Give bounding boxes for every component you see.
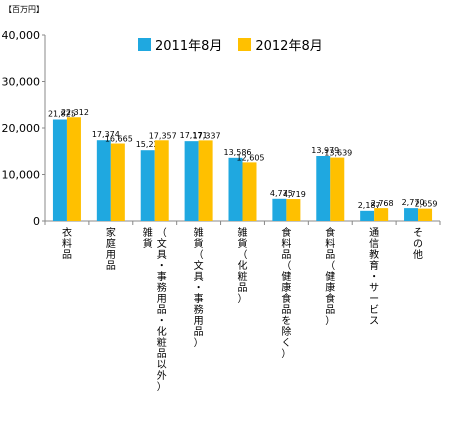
x-tick-label: 衣料品 (61, 228, 72, 261)
x-tick-label: （文具・事務用品・化粧品以外） (156, 228, 167, 393)
data-label: 13,586 (224, 148, 252, 157)
data-label: 13,979 (311, 146, 339, 155)
bar-2012 (330, 157, 345, 221)
data-label: 17,337 (193, 131, 221, 140)
bar-2012 (286, 199, 301, 221)
bar-2012 (242, 162, 257, 221)
data-label: 4,775 (270, 189, 293, 198)
bar-2012 (66, 117, 81, 221)
bar-2012 (418, 208, 433, 221)
legend-swatch-2011 (138, 38, 151, 51)
data-label: 17,374 (92, 130, 120, 139)
bar-2011 (360, 210, 375, 221)
data-label: 2,770 (402, 198, 425, 207)
y-tick-label: 0 (33, 215, 40, 228)
legend-item-2012: 2012年8月 (238, 35, 323, 54)
bar-2012 (110, 143, 125, 221)
data-label: 15,223 (136, 140, 164, 149)
data-label: 21,825 (48, 110, 76, 119)
bar-2012 (198, 140, 213, 221)
data-label: 12,605 (237, 153, 265, 162)
bar-2011 (184, 141, 199, 221)
legend-swatch-2012 (238, 38, 252, 51)
y-tick-label: 10,000 (2, 169, 41, 182)
bar-2011 (228, 157, 243, 221)
x-tick-label: 家庭用品 (105, 228, 116, 272)
legend-item-2011: 2011年8月 (138, 35, 222, 54)
x-tick-label: 雑貨 (142, 228, 153, 250)
x-tick-label: 通信教育・サービス (369, 228, 380, 327)
y-tick-label: 30,000 (2, 76, 41, 89)
bar-2011 (272, 198, 287, 221)
unit-label: 【百万円】 (4, 5, 44, 14)
data-label: 17,357 (149, 131, 177, 140)
data-label: 2,768 (371, 199, 394, 208)
bar-2012 (374, 208, 389, 221)
data-label: 2,187 (358, 201, 381, 210)
bar-2011 (404, 208, 419, 221)
data-label: 22,312 (61, 108, 89, 117)
y-tick-label: 40,000 (2, 29, 41, 42)
legend: 2011年8月 2012年8月 (138, 35, 339, 54)
legend-label-2011: 2011年8月 (155, 39, 223, 54)
bar-2011 (96, 140, 111, 221)
data-label: 16,665 (105, 135, 133, 144)
x-tick-label: 食料品（健康食品） (325, 228, 336, 327)
x-tick-label: その他 (413, 228, 424, 261)
data-label: 2,659 (415, 200, 438, 209)
x-tick-label: 雑貨（化粧品） (237, 228, 248, 305)
y-tick-label: 20,000 (2, 122, 41, 135)
bar-2011 (316, 155, 331, 221)
legend-label-2012: 2012年8月 (255, 39, 323, 54)
data-label: 13,639 (324, 149, 352, 158)
bar-2011 (52, 119, 67, 221)
bar-2011 (140, 150, 155, 221)
bar-2012 (154, 140, 169, 221)
x-tick-label: 食料品（健康食品を除く） (281, 228, 292, 360)
data-label: 4,719 (283, 190, 306, 199)
x-tick-label: 雑貨（文具・事務用品） (193, 228, 204, 349)
data-label: 17,171 (180, 131, 208, 140)
